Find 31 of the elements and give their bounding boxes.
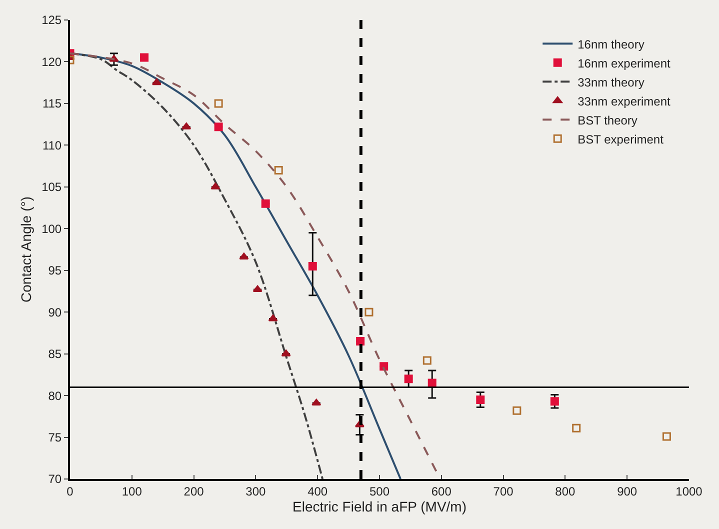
x-tick-label: 800 [555, 484, 576, 498]
y-tick-label: 70 [48, 472, 62, 486]
y-tick-label: 80 [48, 388, 62, 403]
legend-label: 33nm experiment [578, 94, 671, 108]
x-tick-label: 1000 [676, 484, 703, 498]
x-tick-label: 100 [122, 484, 142, 498]
y-tick-label: 95 [48, 264, 62, 278]
x-tick-label: 200 [184, 484, 204, 498]
legend-label: 33nm theory [578, 75, 644, 90]
x-tick-label: 500 [369, 484, 390, 498]
y-tick-label: 90 [48, 305, 62, 320]
legend-label: 16nm experiment [578, 56, 671, 70]
y-tick-label: 110 [42, 138, 62, 152]
y-tick-label: 105 [42, 180, 62, 194]
y-tick-label: 85 [48, 347, 62, 362]
y-axis-title: Contact Angle (°) [18, 196, 34, 302]
y-tick-label: 100 [42, 222, 62, 236]
y-tick-label: 75 [48, 430, 62, 444]
x-axis-title: Electric Field in aFP (MV/m) [292, 498, 466, 514]
y-tick-label: 115 [42, 96, 62, 111]
x-tick-label: 300 [246, 484, 266, 498]
x-tick-label: 600 [431, 484, 452, 498]
y-tick-label: 120 [42, 54, 62, 69]
legend-label: BST theory [578, 113, 638, 128]
legend-label: 16nm theory [578, 37, 644, 52]
y-tick-label: 125 [42, 13, 62, 28]
x-tick-label: 400 [308, 484, 328, 498]
legend-label: BST experiment [578, 132, 664, 146]
x-tick-label: 700 [493, 484, 514, 498]
x-tick-label: 0 [66, 484, 74, 498]
x-tick-label: 900 [617, 484, 638, 498]
